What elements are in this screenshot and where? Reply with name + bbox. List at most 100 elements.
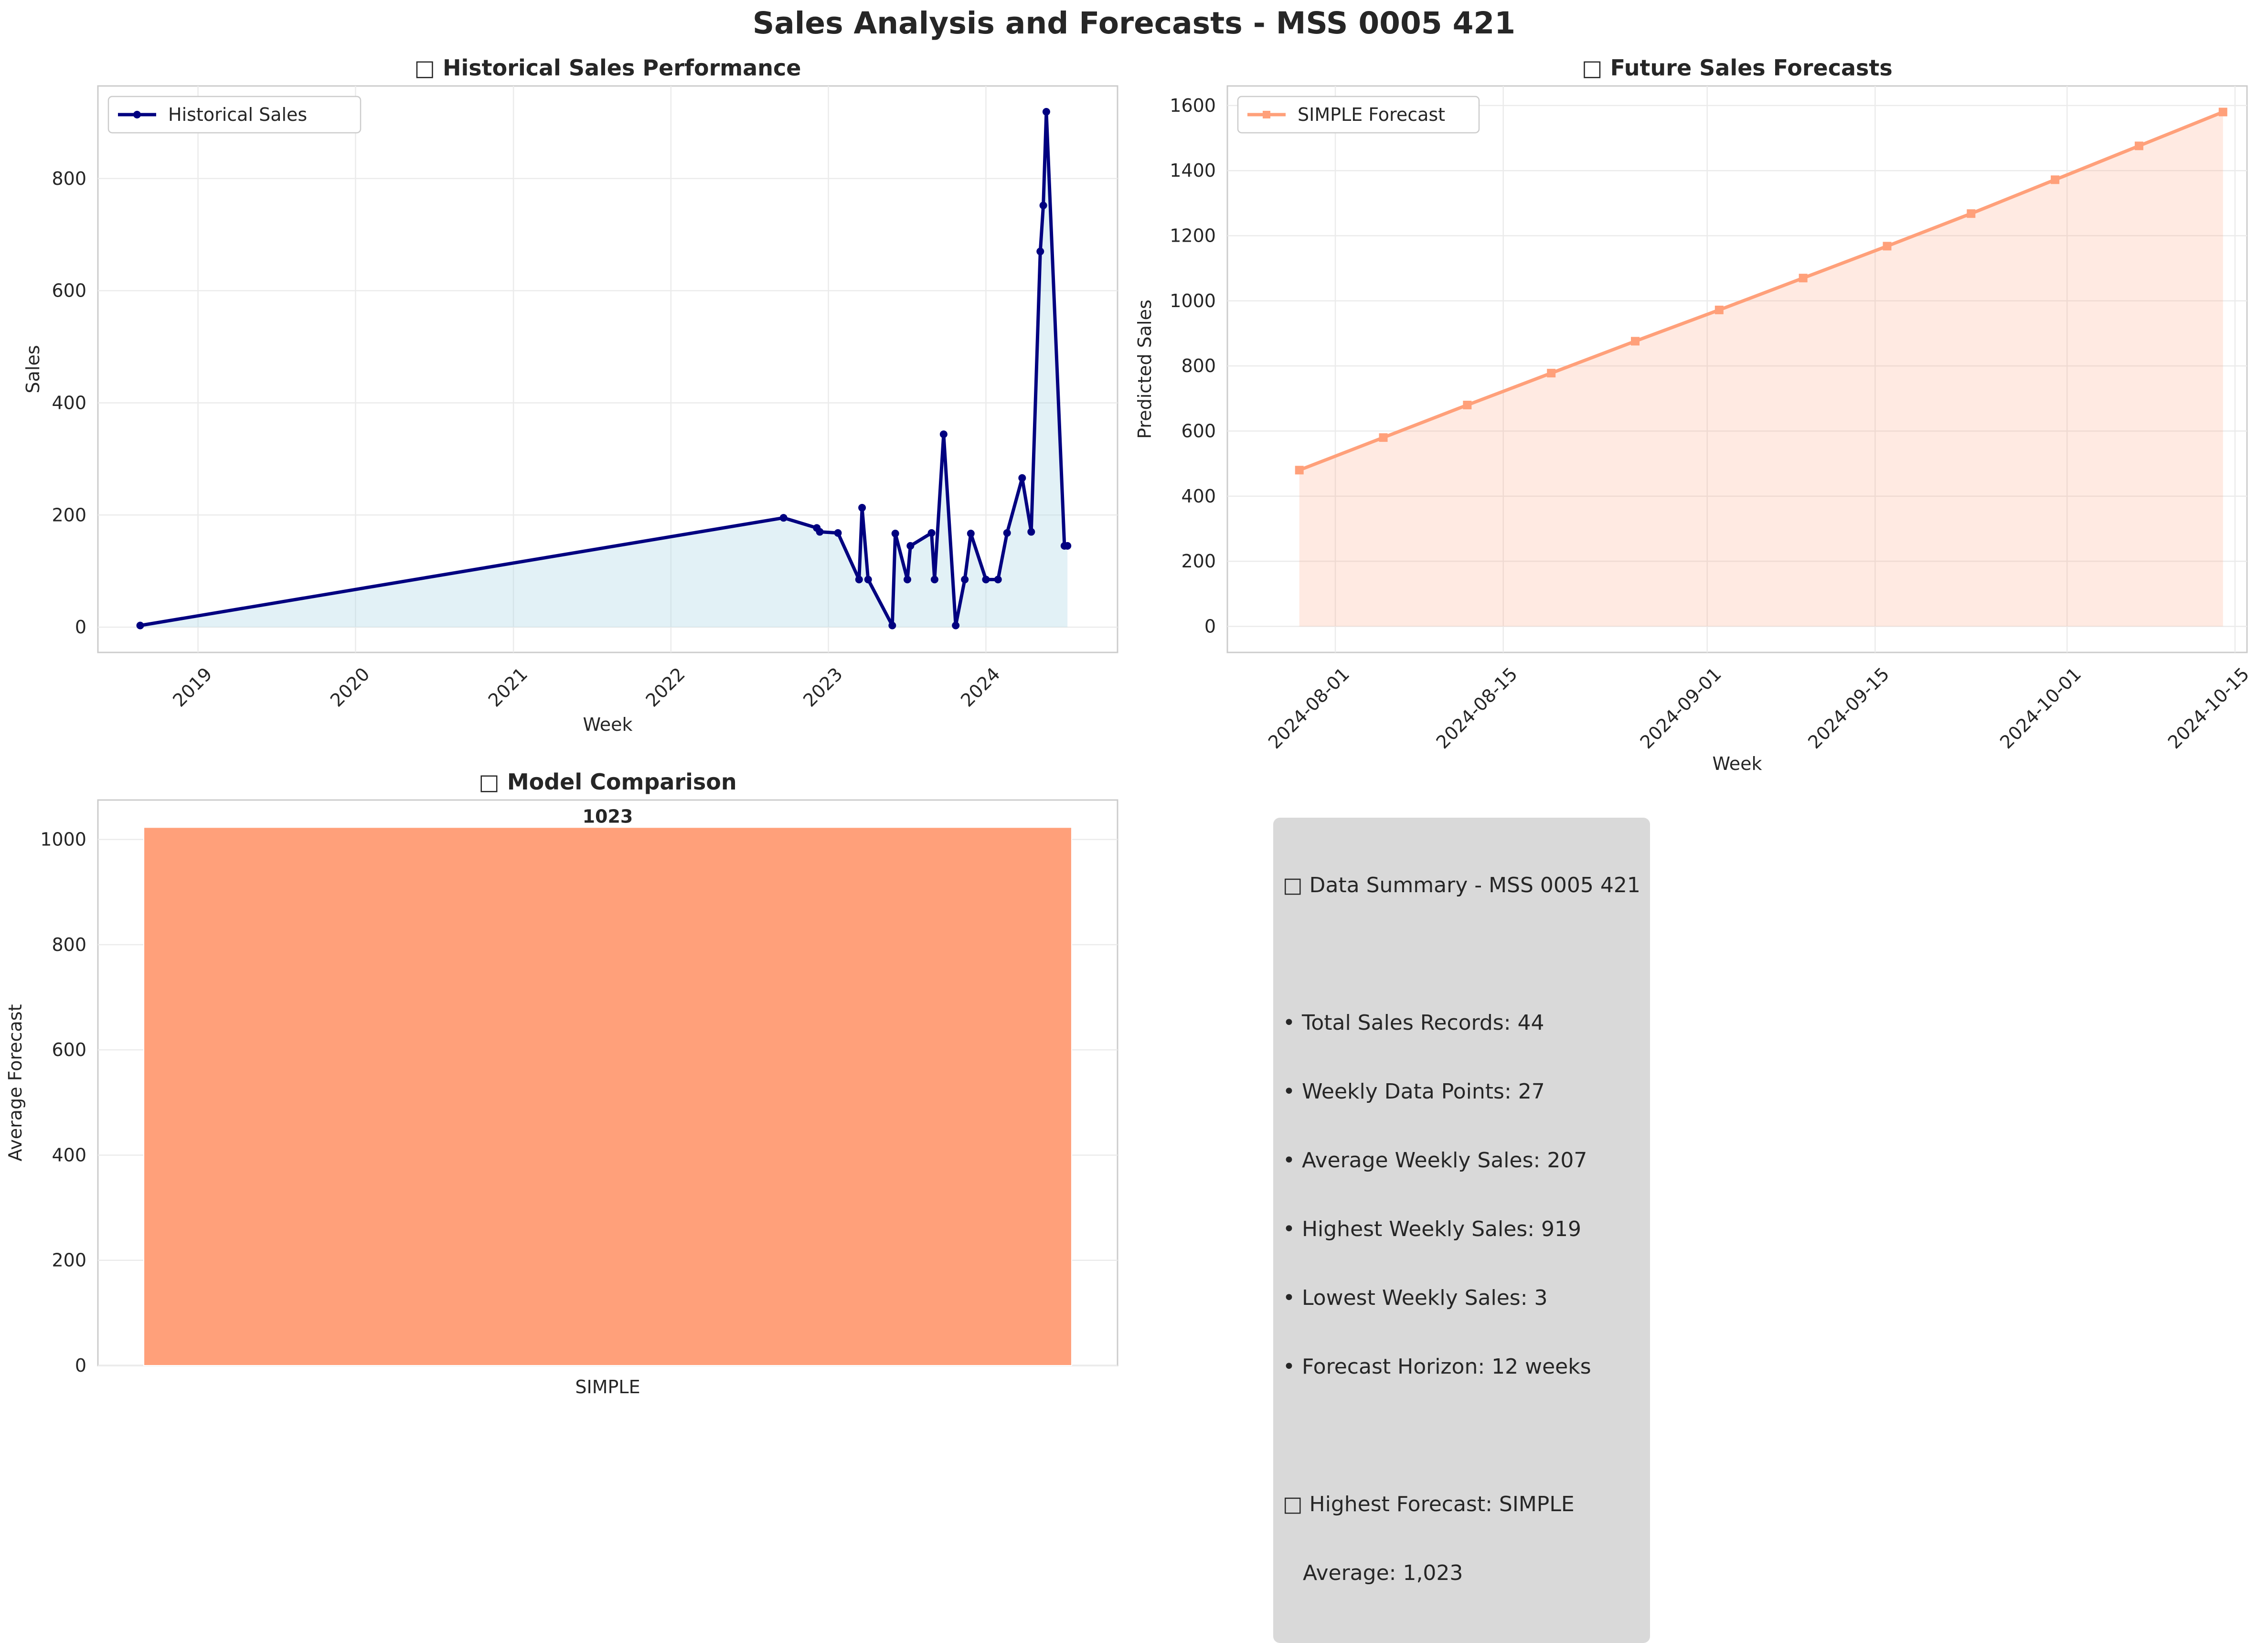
summary-line: • Forecast Horizon: 12 weeks [1283, 1355, 1591, 1379]
forecast-point [1967, 209, 1976, 218]
historical-point [961, 576, 969, 584]
summary-highlight: □ Highest Forecast: SIMPLE [1283, 1492, 1575, 1516]
historical-point [834, 529, 842, 537]
x-tick-label: 2024-10-01 [1996, 663, 2085, 753]
y-tick-label: 0 [75, 617, 86, 638]
summary-line: • Lowest Weekly Sales: 3 [1283, 1286, 1548, 1310]
summary-line: • Highest Weekly Sales: 919 [1283, 1217, 1582, 1241]
x-tick-label: SIMPLE [575, 1376, 640, 1398]
simple-forecast-line [1299, 110, 2224, 472]
y-tick-label: 800 [52, 168, 86, 189]
historical-point [1003, 529, 1011, 537]
summary-highlight-detail: Average: 1,023 [1283, 1561, 1463, 1585]
y-tick-label: 200 [52, 504, 86, 525]
figure-title: Sales Analysis and Forecasts - MSS 0005 … [752, 6, 1516, 41]
forecast-point [1714, 305, 1724, 314]
forecast-point [1631, 337, 1640, 346]
x-tick-label: 2023 [799, 663, 847, 711]
forecast-point [2051, 175, 2060, 184]
y-tick-label: 1000 [1170, 290, 1216, 311]
x-tick-label: 2024-08-15 [1432, 663, 1522, 753]
y-axis-label: Predicted Sales [1134, 299, 1155, 439]
x-tick-label: 2024-08-01 [1264, 663, 1353, 753]
data-summary-box: □ Data Summary - MSS 0005 421 • Total Sa… [1273, 818, 1650, 1643]
y-tick-label: 1400 [1170, 160, 1216, 181]
bar-data-label: 1023 [583, 806, 633, 827]
y-tick-label: 800 [1181, 355, 1216, 376]
summary-line: • Average Weekly Sales: 207 [1283, 1148, 1587, 1173]
historical-point [927, 529, 936, 537]
x-axis-label: Week [1712, 753, 1762, 774]
axes-frame [1226, 85, 2248, 653]
x-tick-label: 2020 [326, 663, 374, 711]
historical-sales-line [139, 110, 1068, 628]
x-tick-label: 2024-10-15 [2164, 663, 2253, 753]
x-tick-label: 2024-09-01 [1636, 663, 1725, 753]
y-tick-label: 200 [52, 1250, 86, 1271]
y-tick-label: 600 [1181, 421, 1216, 442]
axes-frame [97, 85, 1118, 653]
historical-point [967, 530, 975, 538]
y-tick-label: 400 [52, 392, 86, 413]
forecast-point [2218, 107, 2227, 117]
historical-point [903, 576, 911, 584]
forecast-point [1463, 400, 1472, 409]
forecast-point [1379, 433, 1388, 442]
summary-line: • Weekly Data Points: 27 [1283, 1079, 1545, 1104]
historical-point [930, 576, 938, 584]
historical-point [888, 621, 896, 629]
y-tick-label: 0 [1204, 616, 1216, 637]
chart-title: □ Future Sales Forecasts [1582, 55, 1893, 81]
summary-title: □ Data Summary - MSS 0005 421 [1283, 873, 1640, 897]
historical-point [136, 621, 144, 629]
y-tick-label: 1600 [1170, 95, 1216, 116]
legend-label: SIMPLE Forecast [1298, 104, 1445, 125]
figure: Sales Analysis and Forecasts - MSS 0005 … [5, 6, 2253, 1643]
y-axis-label: Average Forecast [5, 1004, 26, 1162]
y-tick-label: 400 [52, 1144, 86, 1165]
y-tick-label: 400 [1181, 486, 1216, 507]
historical-point [858, 504, 866, 512]
forecast-point [1547, 369, 1556, 378]
chart-title: □ Model Comparison [479, 769, 736, 795]
y-tick-label: 600 [52, 1039, 86, 1060]
historical-point [1027, 528, 1035, 536]
historical-point [906, 542, 915, 550]
historical-point [816, 528, 824, 536]
forecast-point [1295, 466, 1304, 475]
x-tick-label: 2022 [642, 663, 690, 711]
y-tick-label: 800 [52, 934, 86, 955]
historical-point [779, 514, 788, 522]
historical-point [864, 576, 872, 584]
forecast-point [1799, 274, 1808, 283]
historical-area [140, 112, 1068, 628]
summary-line: • Total Sales Records: 44 [1283, 1011, 1544, 1035]
charts-canvas: □ Historical Sales Performance Sales Week 0… [5, 55, 2253, 1398]
historical-point [1018, 474, 1026, 482]
forecast-point [1883, 242, 1892, 251]
forecast-point [2134, 141, 2143, 150]
historical-point [855, 576, 863, 584]
historical-point [1042, 108, 1050, 116]
y-tick-label: 600 [52, 280, 86, 301]
legend-box [107, 96, 362, 134]
chart-title: □ Historical Sales Performance [415, 55, 801, 81]
x-tick-label: 2024 [957, 663, 1004, 711]
y-tick-label: 0 [75, 1355, 86, 1376]
legend-marker [133, 111, 141, 118]
historical-point [1036, 247, 1044, 256]
historical-point [1039, 202, 1047, 210]
x-tick-label: 2024-09-15 [1804, 663, 1893, 753]
x-axis-label: Week [583, 714, 632, 735]
historical-point [952, 621, 960, 629]
y-tick-label: 200 [1181, 551, 1216, 572]
x-tick-label: 2021 [484, 663, 532, 711]
historical-point [994, 576, 1002, 584]
legend-label: Historical Sales [168, 104, 307, 125]
y-tick-label: 1000 [40, 829, 86, 850]
historical-point [891, 530, 899, 538]
y-tick-label: 1200 [1170, 225, 1216, 246]
bar-simple [143, 827, 1072, 1366]
legend-box [1237, 96, 1480, 134]
x-tick-label: 2019 [169, 663, 216, 711]
